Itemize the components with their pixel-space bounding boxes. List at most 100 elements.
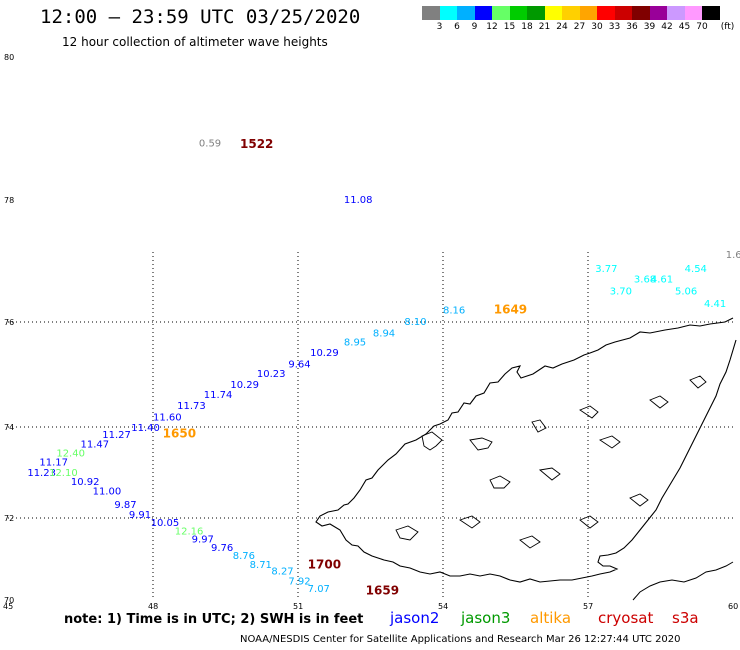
- pass-time-label: 1649: [494, 302, 527, 316]
- wave-height-label: 3.77: [595, 264, 617, 275]
- color-scale-label: 42: [661, 22, 673, 32]
- wave-height-label: 9.97: [192, 535, 214, 546]
- pass-time-label: 1659: [366, 583, 399, 597]
- footer-note: note: 1) Time is in UTC; 2) SWH is in fe…: [64, 612, 364, 627]
- satellite-legend-jason3: jason3: [461, 609, 511, 627]
- mainland-coastline: [632, 561, 734, 601]
- longitude-tick-label: 60: [728, 602, 738, 611]
- color-scale-label: 27: [573, 22, 586, 32]
- color-scale-label: 21: [538, 22, 551, 32]
- color-scale-label: 9: [471, 22, 478, 32]
- wave-height-label: 10.92: [71, 477, 100, 488]
- color-swatch: [649, 6, 667, 20]
- pass-time-labels: 1522 1649 1650 1700 1659: [163, 137, 527, 597]
- wave-height-label: 8.94: [373, 329, 395, 340]
- wave-height-label: 10.29: [310, 348, 339, 359]
- wave-height-label: 9.91: [129, 510, 151, 521]
- color-swatch: [632, 6, 650, 20]
- color-swatch: [422, 6, 440, 20]
- color-swatch: [614, 6, 632, 20]
- pass-time-label: 1650: [163, 426, 196, 440]
- satellite-legend-jason2: jason2: [390, 609, 440, 627]
- latitude-tick-label: 74: [4, 423, 14, 432]
- color-swatch: [667, 6, 685, 20]
- wave-height-label: 8.95: [344, 338, 366, 349]
- wave-height-label: 11.27: [102, 430, 131, 441]
- latitude-tick-label: 70: [4, 596, 14, 605]
- wave-height-label: 9.87: [114, 500, 136, 511]
- color-scale-label: 39: [643, 22, 656, 32]
- wave-height-label: 10.23: [257, 369, 286, 380]
- color-scale-label: 18: [521, 22, 533, 32]
- novaya-zemlya-inner-coast: [395, 375, 707, 549]
- wave-height-label: 8.76: [233, 551, 255, 562]
- color-scale-label: 30: [591, 22, 603, 32]
- color-scale-label: 24: [556, 22, 568, 32]
- wave-height-label: 8.10: [404, 317, 426, 328]
- wave-height-label: 12.40: [56, 449, 85, 460]
- pass-time-label: 1522: [240, 137, 273, 151]
- wave-height-label: 8.27: [271, 567, 293, 578]
- wave-height-label: 11.60: [153, 413, 182, 424]
- wave-height-label: 4.61: [651, 274, 673, 285]
- color-scale-label: 6: [454, 22, 460, 32]
- wave-height-label: 1.6: [726, 250, 740, 261]
- color-swatch: [562, 6, 580, 20]
- color-swatch: [527, 6, 545, 20]
- map-title: 12:00 – 23:59 UTC 03/25/2020: [40, 6, 361, 28]
- longitude-tick-label: 48: [148, 602, 158, 611]
- observation-labels: 0.59 11.08 3.77 3.684.61 4.54 3.70 5.06 4.41 1.6…: [27, 138, 740, 594]
- color-swatch: [492, 6, 510, 20]
- color-scale-label: 70: [696, 22, 708, 32]
- color-scale-label: 3: [436, 22, 443, 32]
- satellite-legend-cryosat: cryosat: [598, 609, 654, 627]
- color-swatch: [509, 6, 527, 20]
- wave-height-label: 11.23: [27, 468, 56, 479]
- wave-height-label: 11.47: [81, 439, 110, 450]
- color-swatch: [439, 6, 457, 20]
- longitude-tick-label: 57: [583, 602, 593, 611]
- wave-height-label: 4.41: [704, 299, 726, 310]
- color-scale-label: 45: [678, 22, 691, 32]
- wave-height-label: 8.16: [443, 305, 465, 316]
- satellite-legend-s3a: s3a: [672, 609, 699, 627]
- novaya-zemlya-coastline: [315, 317, 737, 583]
- longitude-tick-label: 54: [438, 602, 448, 611]
- color-scale-label: 33: [608, 22, 621, 32]
- wave-height-label: 11.00: [93, 486, 122, 497]
- map-subtitle: 12 hour collection of altimeter wave hei…: [62, 35, 328, 49]
- lat-lon-gridlines: [8, 252, 733, 600]
- wave-height-label: 7.92: [288, 576, 310, 587]
- color-swatch: [684, 6, 702, 20]
- color-swatch: [457, 6, 475, 20]
- longitude-tick-label: 45: [3, 602, 13, 611]
- wave-height-label: 11.74: [204, 390, 233, 401]
- wave-height-label: 12.10: [49, 468, 78, 479]
- wave-height-label: 4.54: [685, 264, 707, 275]
- latitude-tick-label: 72: [4, 514, 14, 523]
- color-scale-label: 15: [503, 22, 516, 32]
- wave-height-label: 9.76: [211, 543, 233, 554]
- color-scale-label: 36: [626, 22, 638, 32]
- color-scale-unit: (ft): [720, 22, 735, 32]
- wave-height-label: 11.73: [177, 401, 206, 412]
- color-swatch: [544, 6, 562, 20]
- wave-height-label: 11.40: [131, 423, 160, 434]
- footer-credit: NOAA/NESDIS Center for Satellite Applica…: [240, 634, 681, 645]
- latitude-tick-label: 80: [4, 53, 14, 62]
- wave-height-label: 12.16: [175, 526, 204, 537]
- color-swatch: [474, 6, 492, 20]
- satellite-legend-altika: altika: [530, 609, 572, 627]
- pass-time-label: 1700: [308, 557, 341, 571]
- wave-height-label: 10.05: [151, 518, 180, 529]
- wave-height-label: 5.06: [675, 287, 697, 298]
- latitude-tick-label: 78: [4, 196, 14, 205]
- color-swatch: [579, 6, 597, 20]
- color-scale-label: 12: [486, 22, 498, 32]
- wave-height-label: 10.29: [230, 380, 259, 391]
- wave-height-label: 0.59: [199, 138, 221, 149]
- longitude-tick-label: 51: [293, 602, 303, 611]
- wave-height-label: 7.07: [308, 584, 330, 595]
- latitude-tick-label: 76: [4, 318, 14, 327]
